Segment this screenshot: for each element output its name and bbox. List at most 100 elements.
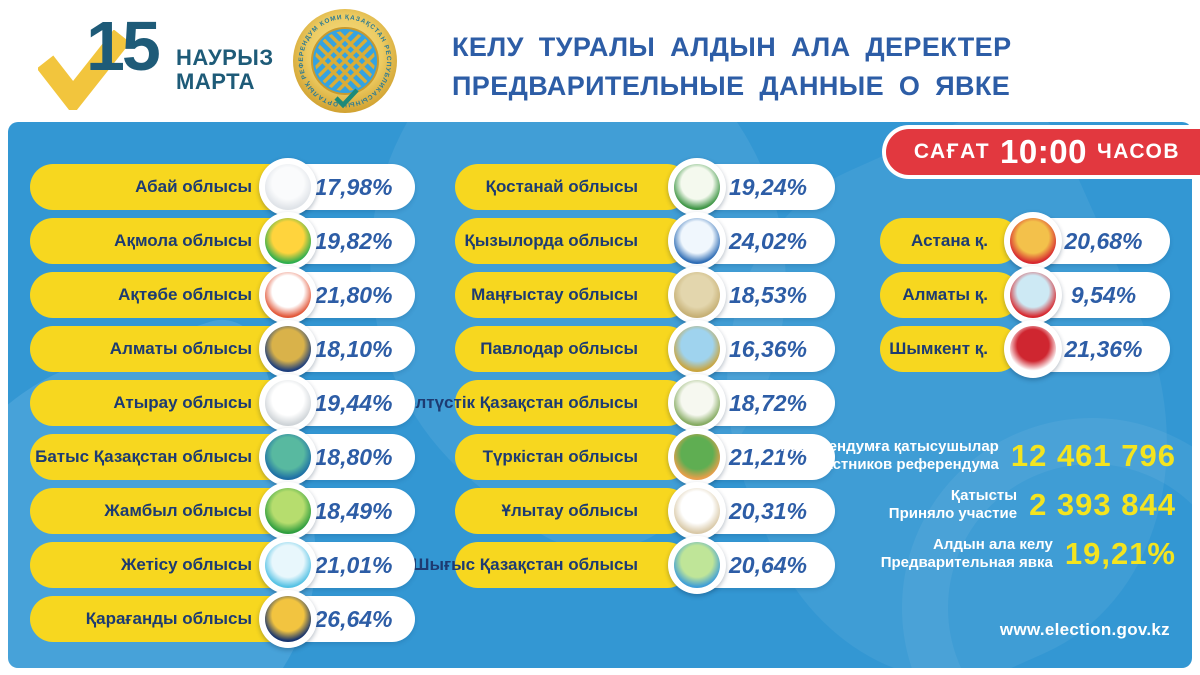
turnout-value: 20,31% xyxy=(728,497,807,524)
region-emblem-art xyxy=(674,164,720,210)
region-emblem-icon xyxy=(668,212,726,270)
region-row: Алматы қ. 9,54% xyxy=(880,266,1170,324)
region-name: Қостанай облысы xyxy=(485,177,638,196)
region-row: Шымкент қ. 21,36% xyxy=(880,320,1170,378)
region-emblem-art xyxy=(674,488,720,534)
region-row: Жетісу облысы 21,01% xyxy=(30,536,415,594)
region-row: Алматы облысы 18,10% xyxy=(30,320,415,378)
region-name-pill: Павлодар облысы xyxy=(455,326,690,372)
region-emblem-icon xyxy=(668,266,726,324)
region-emblem-art xyxy=(265,596,311,642)
region-row: Шығыс Қазақстан облысы 20,64% xyxy=(412,536,835,594)
region-emblem-icon xyxy=(259,428,317,486)
header: 15 НАУРЫЗ МАРТА xyxy=(0,0,1200,122)
stat-label: Қатысты Приняло участие xyxy=(777,487,1017,523)
stat-label-ru: Предварительная явка xyxy=(880,554,1053,571)
summary-stats: Референдумға қатысушылар Участников рефе… xyxy=(759,438,1176,572)
region-row: Солтүстік Қазақстан облысы 18,72% xyxy=(393,374,835,432)
region-name-pill: Қостанай облысы xyxy=(455,164,690,210)
checkmark-icon xyxy=(38,30,130,110)
stat-label-kk: Қатысты xyxy=(950,487,1018,504)
turnout-value: 21,36% xyxy=(1064,335,1143,362)
region-emblem-icon xyxy=(259,536,317,594)
turnout-value: 19,82% xyxy=(314,227,393,254)
region-name: Жетісу облысы xyxy=(120,555,252,574)
march-15-logo: 15 НАУРЫЗ МАРТА xyxy=(38,7,273,110)
stat-label: Алдын ала келу Предварительная явка xyxy=(813,536,1053,572)
region-name-pill: Шығыс Қазақстан облысы xyxy=(412,542,690,588)
region-name-pill: Түркістан облысы xyxy=(455,434,690,480)
region-emblem-icon xyxy=(1004,266,1062,324)
region-name-pill: Ұлытау облысы xyxy=(455,488,690,534)
region-row: Атырау облысы 19,44% xyxy=(30,374,415,432)
region-emblem-icon xyxy=(259,266,317,324)
region-emblem-art xyxy=(674,434,720,480)
seal-check-icon xyxy=(334,88,359,109)
region-name: Атырау облысы xyxy=(113,393,252,412)
region-emblem-art xyxy=(265,272,311,318)
logo-month-kk: НАУРЫЗ xyxy=(176,45,274,70)
website-url: www.election.gov.kz xyxy=(999,620,1170,639)
region-emblem-icon xyxy=(1004,212,1062,270)
region-name-pill: Солтүстік Қазақстан облысы xyxy=(393,380,690,426)
region-row: Абай облысы 17,98% xyxy=(30,158,415,216)
logo-months: НАУРЫЗ МАРТА xyxy=(176,46,274,94)
region-name: Ақмола облысы xyxy=(114,231,252,250)
stat-value: 12 461 796 xyxy=(1010,438,1176,473)
stat-took-part: Қатысты Приняло участие 2 393 844 xyxy=(777,487,1176,523)
turnout-value: 16,36% xyxy=(728,335,807,362)
region-row: Ұлытау облысы 20,31% xyxy=(455,482,835,540)
region-emblem-art xyxy=(674,380,720,426)
region-emblem-icon xyxy=(259,590,317,648)
region-emblem-art xyxy=(265,326,311,372)
region-name-pill: Шымкент қ. xyxy=(880,326,1020,372)
region-name: Батыс Қазақстан облысы xyxy=(35,447,252,466)
region-emblem-art xyxy=(265,434,311,480)
turnout-value: 21,01% xyxy=(314,551,393,578)
turnout-value: 18,80% xyxy=(314,443,393,470)
region-name: Қызылорда облысы xyxy=(464,231,638,250)
region-row: Қостанай облысы 19,24% xyxy=(455,158,835,216)
time-badge-suffix: ЧАСОВ xyxy=(1096,140,1180,163)
turnout-value: 19,44% xyxy=(314,389,393,416)
stat-preliminary-turnout: Алдын ала келу Предварительная явка 19,2… xyxy=(813,536,1176,572)
region-row: Қарағанды облысы 26,64% xyxy=(30,590,415,648)
region-name: Абай облысы xyxy=(135,177,252,196)
region-name: Ақтөбе облысы xyxy=(118,285,252,304)
region-emblem-art xyxy=(1010,218,1056,264)
turnout-value: 20,68% xyxy=(1064,227,1143,254)
region-name: Түркістан облысы xyxy=(482,447,638,466)
region-emblem-icon xyxy=(668,482,726,540)
region-row: Астана қ. 20,68% xyxy=(880,212,1170,270)
stat-participants: Референдумға қатысушылар Участников рефе… xyxy=(759,438,1176,474)
turnout-value: 24,02% xyxy=(728,227,807,254)
region-name: Павлодар облысы xyxy=(480,339,638,358)
turnout-value: 18,72% xyxy=(728,389,807,416)
region-emblem-art xyxy=(1010,272,1056,318)
region-name: Алматы қ. xyxy=(902,285,988,304)
region-emblem-icon xyxy=(259,320,317,378)
region-emblem-art xyxy=(674,272,720,318)
turnout-value: 17,98% xyxy=(314,173,393,200)
turnout-value: 18,53% xyxy=(728,281,807,308)
logo-day: 15 xyxy=(86,7,161,85)
region-name-pill: Маңғыстау облысы xyxy=(455,272,690,318)
region-name: Жамбыл облысы xyxy=(104,501,252,520)
region-row: Ақтөбе облысы 21,80% xyxy=(30,266,415,324)
title-line-ru: ПРЕДВАРИТЕЛЬНЫЕ ДАННЫЕ О ЯВКЕ xyxy=(452,71,1011,101)
region-emblem-art xyxy=(674,326,720,372)
region-column-2: Қостанай облысы 19,24% Қызылорда облысы … xyxy=(393,158,835,594)
region-name-pill: Қызылорда облысы xyxy=(455,218,690,264)
region-emblem-art xyxy=(265,542,311,588)
turnout-value: 9,54% xyxy=(1070,281,1137,308)
turnout-value: 26,64% xyxy=(314,605,393,632)
time-badge-time: 10:00 xyxy=(1000,133,1087,170)
turnout-value: 18,49% xyxy=(314,497,393,524)
region-emblem-icon xyxy=(668,158,726,216)
stat-value: 19,21% xyxy=(1064,536,1176,571)
region-emblem-icon xyxy=(668,320,726,378)
stat-label-ru: Приняло участие xyxy=(888,505,1018,522)
region-row: Қызылорда облысы 24,02% xyxy=(455,212,835,270)
region-emblem-icon xyxy=(668,374,726,432)
time-badge-prefix: САҒАТ xyxy=(913,140,991,163)
